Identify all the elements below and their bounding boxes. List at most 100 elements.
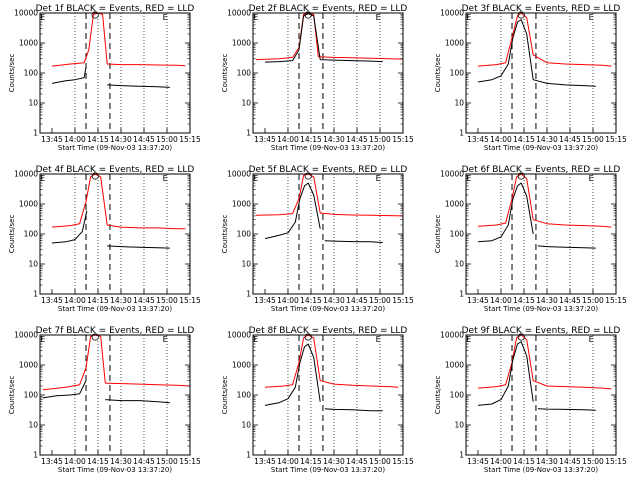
series-events-line [537,408,596,411]
x-tick-label: 13:45 [41,296,63,305]
plot-frame [252,173,404,295]
x-tick-label: 14:45 [559,135,581,144]
panel-title: Det 9f BLACK = Events, RED = LLD [462,326,621,336]
x-axis-label: Start Time (09-Nov-03 13:37:20) [58,144,172,152]
y-tick-label: 10 [241,260,251,269]
x-tick-label: 14:30 [110,135,132,144]
saa-marker-circle [91,333,99,341]
y-tick-label: 1 [459,290,464,299]
plot-frame [465,334,617,456]
x-axis-label: Start Time (09-Nov-03 13:37:20) [484,466,598,474]
y-axis-label: Counts/sec [434,376,442,415]
series-events-line [51,210,88,244]
x-tick-label: 14:00 [490,296,512,305]
y-tick-label: 10000 [227,9,251,18]
plot-frame [39,12,191,134]
marker-e-left: E [253,13,258,22]
x-tick-label: 14:00 [277,457,299,466]
y-tick-label: 10000 [227,331,251,340]
marker-e-left: E [40,13,45,22]
y-tick-label: 10 [241,421,251,430]
marker-e-left: E [253,335,258,344]
marker-e-left: E [253,174,258,183]
series-lld-line [477,173,612,228]
marker-e-right: E [589,335,594,344]
x-tick-label: 13:45 [467,457,489,466]
x-tick-label: 14:45 [133,457,155,466]
x-tick-label: 14:00 [64,457,86,466]
y-tick-label: 10000 [227,170,251,179]
y-axis-label: Counts/sec [8,376,16,415]
x-tick-label: 14:30 [536,457,558,466]
saa-marker-circle [304,172,312,180]
y-tick-label: 1000 [232,200,251,209]
series-events-line [477,341,534,406]
panel-title: Det 5f BLACK = Events, RED = LLD [249,165,408,175]
x-axis-label: Start Time (09-Nov-03 13:37:20) [58,305,172,313]
saa-marker-circle [517,11,525,19]
x-tick-label: 15:00 [156,296,178,305]
x-axis-label: Start Time (09-Nov-03 13:37:20) [58,466,172,474]
x-tick-label: 15:15 [605,135,627,144]
x-tick-label: 15:00 [582,135,604,144]
x-tick-label: 15:15 [179,457,201,466]
y-tick-label: 1000 [19,361,38,370]
y-tick-label: 1000 [232,39,251,48]
y-tick-label: 100 [24,230,39,239]
series-lld-line [51,12,186,67]
x-tick-label: 15:15 [605,457,627,466]
plot-frame [465,173,617,295]
x-tick-label: 14:30 [323,457,345,466]
series-lld-line [42,334,191,391]
x-tick-label: 14:45 [559,457,581,466]
x-tick-label: 14:00 [277,135,299,144]
x-tick-label: 14:15 [300,135,322,144]
series-events-line [107,245,170,249]
y-axis-label: Counts/sec [221,215,229,254]
x-tick-label: 15:00 [156,135,178,144]
series-events-line [105,399,170,404]
y-tick-label: 1000 [445,361,464,370]
y-axis-label: Counts/sec [434,54,442,93]
y-tick-label: 10000 [14,170,38,179]
series-events-line [324,408,383,412]
x-tick-label: 14:30 [536,135,558,144]
y-tick-label: 10 [28,99,38,108]
series-events-line [42,380,87,399]
x-tick-label: 15:00 [369,457,391,466]
x-axis-label: Start Time (09-Nov-03 13:37:20) [271,144,385,152]
x-tick-label: 14:00 [490,457,512,466]
y-tick-label: 100 [450,391,465,400]
x-tick-label: 13:45 [41,457,63,466]
panel-title: Det 2f BLACK = Events, RED = LLD [249,4,408,14]
x-axis-label: Start Time (09-Nov-03 13:37:20) [271,305,385,313]
y-tick-label: 10 [454,260,464,269]
x-tick-label: 13:45 [467,296,489,305]
x-tick-label: 14:15 [87,296,109,305]
y-tick-label: 1000 [19,200,38,209]
series-events-line [477,182,534,243]
panel-title: Det 6f BLACK = Events, RED = LLD [462,165,621,175]
x-tick-label: 15:00 [582,457,604,466]
x-tick-label: 14:30 [323,135,345,144]
x-tick-label: 14:45 [346,135,368,144]
x-tick-label: 15:15 [392,296,414,305]
y-tick-label: 1000 [19,39,38,48]
saa-marker-circle [91,11,99,19]
panel-title: Det 7f BLACK = Events, RED = LLD [36,326,195,336]
y-tick-label: 100 [450,230,465,239]
panel-title: Det 8f BLACK = Events, RED = LLD [249,326,408,336]
plot-frame [39,173,191,295]
x-tick-label: 14:30 [536,296,558,305]
x-tick-label: 13:45 [41,135,63,144]
y-tick-label: 10 [454,421,464,430]
saa-marker-circle [91,172,99,180]
x-tick-label: 14:00 [64,135,86,144]
x-tick-label: 14:15 [300,296,322,305]
y-tick-label: 10 [241,99,251,108]
marker-e-left: E [466,13,471,22]
